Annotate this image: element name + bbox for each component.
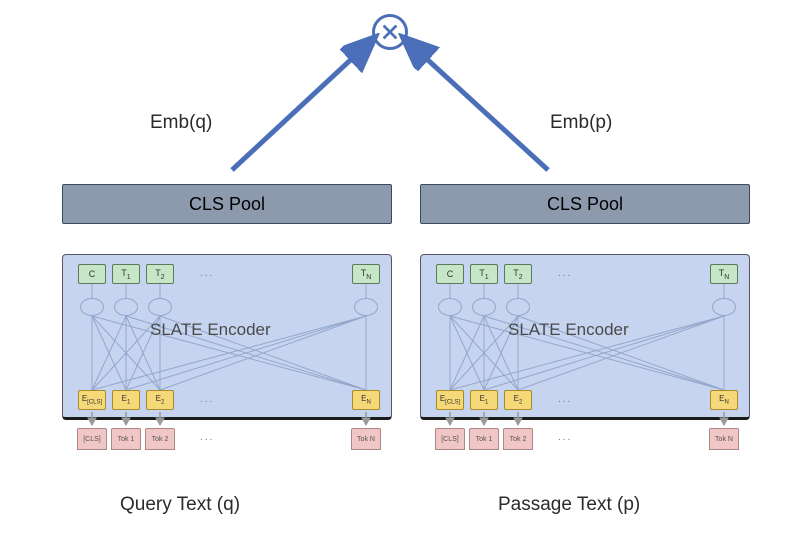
ghost-node: [506, 298, 530, 316]
query-caption: Query Text (q): [120, 494, 240, 516]
ellipsis: ...: [200, 394, 214, 405]
ghost-node: [114, 298, 138, 316]
token-emb: E2: [146, 390, 174, 410]
encoder-right-label: SLATE Encoder: [508, 320, 629, 340]
token-emb: E1: [470, 390, 498, 410]
token-out: T1: [470, 264, 498, 284]
ghost-node: [80, 298, 104, 316]
emb-q-label: Emb(q): [150, 112, 212, 134]
cls-pool-left: CLS Pool: [62, 184, 392, 224]
cls-pool-right: CLS Pool: [420, 184, 750, 224]
token-in: Tok 2: [145, 428, 175, 450]
token-out: C: [78, 264, 106, 284]
ellipsis: ...: [558, 268, 572, 279]
token-emb: E1: [112, 390, 140, 410]
ghost-node: [148, 298, 172, 316]
tensor-product-icon: [372, 14, 408, 50]
encoder-left-label: SLATE Encoder: [150, 320, 271, 340]
token-out: TN: [710, 264, 738, 284]
token-emb: EN: [352, 390, 380, 410]
token-in: Tok 1: [469, 428, 499, 450]
token-in: [CLS]: [77, 428, 107, 450]
token-out: T2: [504, 264, 532, 284]
emb-p-label: Emb(p): [550, 112, 612, 134]
ellipsis: ...: [200, 268, 214, 279]
ghost-node: [438, 298, 462, 316]
ghost-node: [354, 298, 378, 316]
diagram-canvas: Emb(q) Emb(p) CLS Pool CLS Pool: [0, 0, 800, 536]
ghost-node: [472, 298, 496, 316]
token-in: Tok 1: [111, 428, 141, 450]
token-in: Tok N: [709, 428, 739, 450]
token-emb: EN: [710, 390, 738, 410]
token-out: T1: [112, 264, 140, 284]
passage-caption: Passage Text (p): [498, 494, 640, 516]
token-emb: E2: [504, 390, 532, 410]
token-out: C: [436, 264, 464, 284]
token-emb: E[CLS]: [78, 390, 106, 410]
ellipsis: ...: [200, 432, 214, 443]
ghost-node: [712, 298, 736, 316]
token-in: Tok N: [351, 428, 381, 450]
ellipsis: ...: [558, 432, 572, 443]
token-out: T2: [146, 264, 174, 284]
token-emb: E[CLS]: [436, 390, 464, 410]
token-in: Tok 2: [503, 428, 533, 450]
cls-pool-right-label: CLS Pool: [547, 194, 623, 215]
ellipsis: ...: [558, 394, 572, 405]
token-in: [CLS]: [435, 428, 465, 450]
cls-pool-left-label: CLS Pool: [189, 194, 265, 215]
token-out: TN: [352, 264, 380, 284]
